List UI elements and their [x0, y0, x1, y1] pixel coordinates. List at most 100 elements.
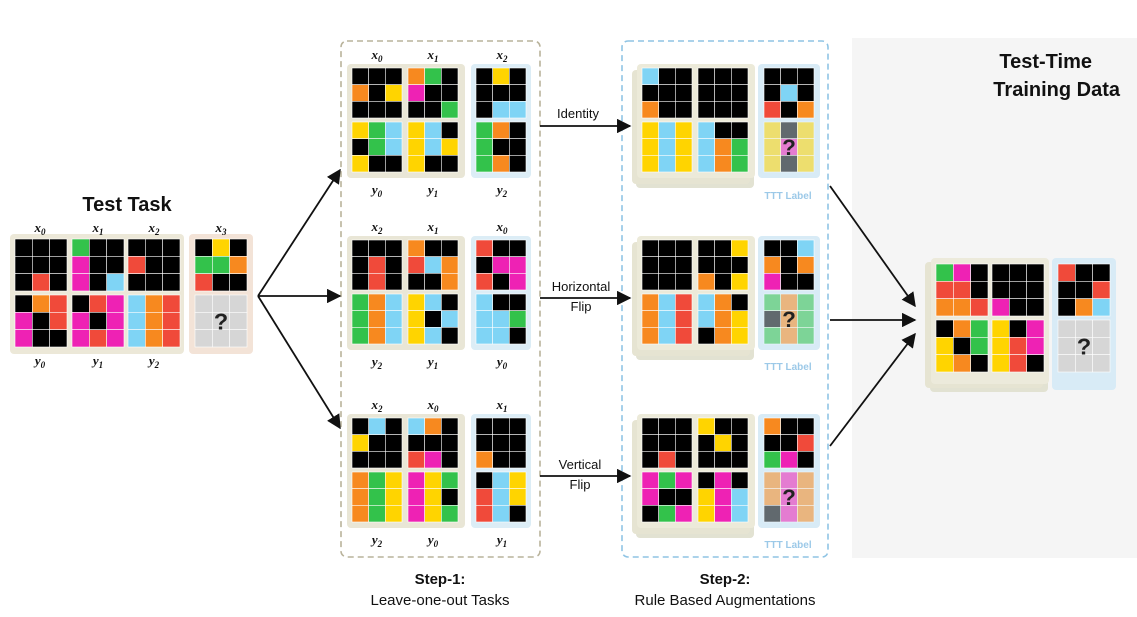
grid-cell [763, 121, 781, 139]
grid-cell [731, 327, 749, 345]
grid-cell [658, 327, 676, 345]
grid-cell [731, 471, 749, 489]
test-label-x2: x2 [148, 220, 161, 237]
grid-cell [407, 505, 425, 523]
grid-cell [441, 505, 459, 523]
grid-cell [14, 238, 33, 257]
grid-cell [714, 67, 732, 85]
grid-cell [658, 138, 676, 156]
grid-cell [714, 488, 732, 506]
step1-row1-label-y1: y1 [426, 354, 438, 371]
grid-cell [797, 471, 815, 489]
test-label-y2: y2 [147, 353, 160, 370]
ttt-label-2: TTT Label [764, 362, 811, 373]
grid-cell [797, 434, 815, 452]
grid-cell [731, 101, 749, 119]
grid-cell [212, 273, 230, 292]
grid-cell [714, 434, 732, 452]
step1-row1-pair0-input [351, 239, 403, 291]
grid-cell [106, 273, 125, 292]
grid-cell [194, 256, 213, 274]
grid-cell [351, 293, 369, 311]
test-query-input [194, 238, 248, 292]
grid-cell [475, 417, 493, 435]
step1-subtitle: Leave-one-out Tasks [371, 592, 510, 609]
grid-cell [441, 101, 459, 119]
grid-cell [797, 155, 815, 173]
grid-cell [509, 67, 527, 85]
grid-cell [763, 138, 781, 156]
grid-cell [658, 310, 676, 328]
step2-row2-query-input [763, 417, 815, 469]
grid-cell [145, 329, 163, 348]
grid-cell [675, 101, 693, 119]
grid-cell [970, 298, 989, 317]
grid-cell [1009, 281, 1027, 299]
step1-row0-pair0-input [351, 67, 403, 119]
grid-cell [424, 155, 442, 173]
grid-cell [385, 138, 403, 156]
grid-cell [475, 293, 493, 311]
grid-cell [368, 84, 386, 102]
grid-cell [641, 327, 659, 345]
grid-cell [407, 451, 425, 469]
grid-cell [351, 505, 369, 523]
grid-cell [1026, 354, 1045, 373]
grid-cell [780, 273, 798, 291]
grid-cell [441, 84, 459, 102]
grid-cell [697, 155, 715, 173]
grid-cell [714, 101, 732, 119]
step1-row1-label-y2: y0 [495, 354, 508, 371]
step1-row2-label-y0: y2 [370, 532, 383, 549]
grid-cell [797, 256, 815, 274]
grid-cell [145, 238, 163, 257]
grid-cell [641, 138, 659, 156]
grid-cell [991, 319, 1010, 338]
grid-cell [424, 434, 442, 452]
grid-cell [658, 84, 676, 102]
test-pair-0-input [14, 238, 68, 292]
step1-row0-pair0-output [351, 121, 403, 173]
grid-cell [407, 488, 425, 506]
grid-cell [1026, 281, 1045, 299]
grid-cell [475, 67, 493, 85]
ttd-query-mark: ? [1077, 333, 1091, 359]
grid-cell [424, 67, 442, 85]
grid-cell [229, 238, 248, 257]
step1-row1-query-input [475, 239, 527, 291]
grid-cell [970, 319, 989, 338]
grid-cell [492, 67, 510, 85]
grid-cell [368, 327, 386, 345]
grid-cell [731, 155, 749, 173]
grid-cell [1075, 298, 1093, 317]
step1-row2-query-input [475, 417, 527, 469]
grid-cell [1009, 319, 1027, 338]
grid-cell [492, 138, 510, 156]
step1-row0-pair1-output [407, 121, 459, 173]
grid-cell [697, 293, 715, 311]
grid-cell [780, 434, 798, 452]
grid-cell [424, 310, 442, 328]
grid-cell [368, 417, 386, 435]
step1-row0-label-x0: x0 [371, 47, 384, 64]
grid-cell [385, 84, 403, 102]
step1-row0-label-y1: y1 [426, 182, 438, 199]
step2-title: Step-2: [700, 571, 751, 588]
grid-cell [714, 310, 732, 328]
grid-cell [658, 101, 676, 119]
grid-cell [162, 273, 181, 292]
grid-cell [641, 505, 659, 523]
grid-cell [194, 329, 213, 348]
grid-cell [1092, 298, 1111, 317]
step1-row1-label-x2: x0 [496, 219, 509, 236]
grid-cell [89, 294, 107, 313]
test-pair-2-output [127, 294, 181, 348]
transform-label-identity: Identity [557, 106, 599, 121]
grid-cell [385, 417, 403, 435]
grid-cell [229, 273, 248, 292]
grid-cell [475, 155, 493, 173]
transform-label-hflip-line1: Horizontal [552, 279, 611, 294]
step1-row2-pair1-output [407, 471, 459, 523]
grid-cell [509, 239, 527, 257]
grid-cell [675, 451, 693, 469]
